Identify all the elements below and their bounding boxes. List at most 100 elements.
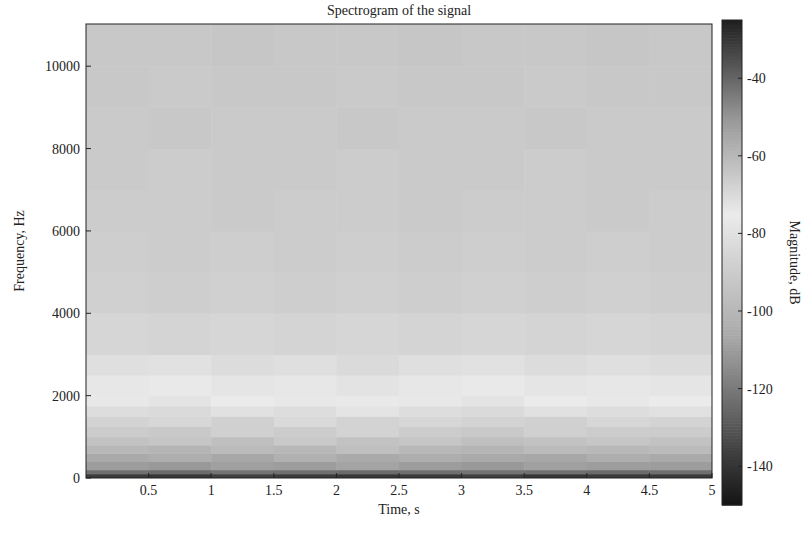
colorbar-frame (722, 20, 742, 505)
cell (399, 406, 462, 417)
y-tick (86, 478, 91, 479)
cell (399, 24, 462, 67)
colorbar-tick (738, 311, 742, 312)
cell (211, 272, 274, 314)
cell (336, 107, 399, 149)
cell (86, 107, 149, 149)
cell (274, 462, 337, 471)
cell (86, 445, 149, 454)
cell (336, 427, 399, 438)
cell (462, 24, 525, 67)
cell (211, 416, 274, 427)
cell (462, 470, 525, 475)
cell (149, 66, 212, 108)
cell (211, 445, 274, 454)
cell (86, 462, 149, 471)
cell (649, 190, 712, 232)
cell (149, 313, 212, 355)
cell (524, 231, 587, 273)
cell (587, 437, 650, 446)
cell (86, 354, 149, 375)
cell (86, 24, 149, 67)
cell (587, 231, 650, 273)
cell (149, 107, 212, 149)
cell (649, 66, 712, 108)
cell (149, 470, 212, 475)
cell (649, 427, 712, 438)
cell (149, 375, 212, 396)
x-tick-label: 2 (333, 483, 340, 498)
colorbar-tick-label: -140 (747, 459, 773, 474)
cell (399, 416, 462, 427)
cell (649, 231, 712, 273)
cell (149, 354, 212, 375)
colorbar-tick-label: -40 (747, 71, 766, 86)
cell (462, 107, 525, 149)
cell (399, 396, 462, 407)
cell (462, 462, 525, 471)
cell (211, 462, 274, 471)
cell (211, 437, 274, 446)
y-tick-label: 10000 (45, 59, 80, 74)
cell (149, 406, 212, 417)
cell (336, 445, 399, 454)
cell (149, 416, 212, 427)
cell (649, 107, 712, 149)
cell (587, 375, 650, 396)
colorbar-tick-label: -100 (747, 304, 773, 319)
cell (86, 66, 149, 108)
cell (587, 474, 650, 478)
y-tick-label: 0 (73, 471, 80, 486)
cell (149, 453, 212, 462)
cell (149, 149, 212, 191)
cell (587, 453, 650, 462)
cell (462, 231, 525, 273)
cell (149, 437, 212, 446)
x-tick (273, 473, 274, 478)
cell (211, 427, 274, 438)
cell (274, 396, 337, 407)
cell (462, 66, 525, 108)
cell (336, 396, 399, 407)
cell (211, 453, 274, 462)
cell (86, 470, 149, 475)
cell (149, 190, 212, 232)
cell (336, 272, 399, 314)
colorbar-tick (738, 155, 742, 156)
cell (524, 272, 587, 314)
cell (649, 416, 712, 427)
colorbar-tick-label: -80 (747, 226, 766, 241)
cell (587, 107, 650, 149)
x-tick-label: 1 (208, 483, 215, 498)
cell (211, 24, 274, 67)
cell (524, 313, 587, 355)
cell (149, 474, 212, 478)
cell (524, 190, 587, 232)
cell (274, 416, 337, 427)
colorbar-tick (738, 388, 742, 389)
cell (462, 437, 525, 446)
colorbar-tick-label: -60 (747, 149, 766, 164)
y-tick-label: 2000 (52, 389, 80, 404)
cell (524, 354, 587, 375)
cell (274, 313, 337, 355)
cell (149, 396, 212, 407)
cell (524, 470, 587, 475)
colorbar-tick-label: -120 (747, 382, 773, 397)
cell (86, 272, 149, 314)
cell (462, 354, 525, 375)
cell (274, 272, 337, 314)
cell (649, 149, 712, 191)
colorbar-step (722, 20, 742, 24)
cell (524, 406, 587, 417)
cell (86, 437, 149, 446)
cell (399, 190, 462, 232)
cell (149, 445, 212, 454)
x-tick (211, 473, 212, 478)
cell (211, 190, 274, 232)
cell (524, 375, 587, 396)
cell (274, 149, 337, 191)
x-tick-label: 5 (709, 483, 716, 498)
cell (399, 445, 462, 454)
cell (399, 272, 462, 314)
